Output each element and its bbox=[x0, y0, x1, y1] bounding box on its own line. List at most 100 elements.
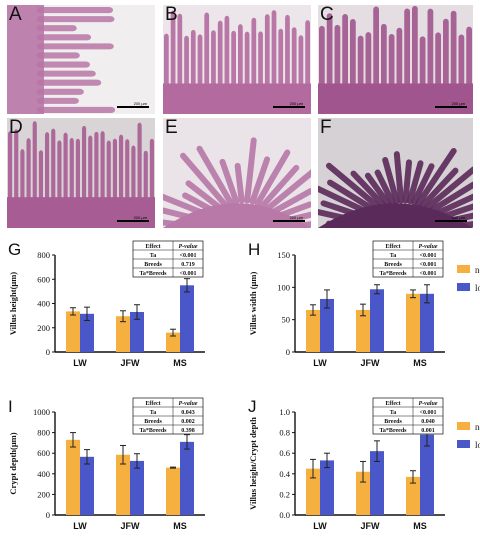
y-axis-label: Villus height/Crypt depth bbox=[248, 417, 258, 510]
villus bbox=[263, 169, 311, 213]
villus bbox=[36, 79, 102, 86]
stats-effect: Ta bbox=[390, 253, 396, 259]
villus bbox=[357, 35, 364, 91]
y-tick-label: 150 bbox=[277, 250, 290, 260]
y-tick-label: 600 bbox=[37, 448, 50, 458]
legend-swatch bbox=[457, 283, 470, 291]
villus bbox=[298, 35, 304, 91]
villus bbox=[217, 20, 223, 91]
villus bbox=[36, 52, 80, 59]
y-tick-label: 0.0 bbox=[279, 510, 290, 520]
villus bbox=[244, 137, 257, 204]
villus bbox=[249, 156, 271, 205]
villus bbox=[100, 131, 105, 205]
villus bbox=[326, 13, 333, 91]
micrograph-a: A 200 µm bbox=[7, 5, 155, 114]
villus bbox=[431, 212, 473, 228]
y-axis-label: Villus height(μm) bbox=[8, 272, 18, 335]
y-tick-label: 1.0 bbox=[279, 407, 290, 417]
stats-effect: Ta bbox=[390, 410, 396, 416]
micrograph-image bbox=[7, 5, 116, 114]
stats-effect: Breeds bbox=[144, 419, 162, 425]
micrograph-c: C 200 µm bbox=[318, 5, 473, 114]
villus bbox=[36, 97, 79, 104]
bar bbox=[306, 468, 320, 515]
stats-effect: Breeds bbox=[384, 262, 402, 268]
y-tick-label: 0.4 bbox=[279, 469, 290, 479]
chart-letter: H bbox=[248, 240, 260, 259]
y-tick-label: 400 bbox=[37, 469, 50, 479]
chart-i: I Crypt depth(μm) 0 200 400 600 800 1000 LW JFW MS… bbox=[8, 397, 205, 531]
villus bbox=[20, 149, 25, 205]
chart-letter: G bbox=[8, 240, 21, 259]
villus bbox=[419, 36, 426, 91]
villus bbox=[131, 145, 136, 205]
panel-letter: F bbox=[320, 118, 332, 138]
chart-h: H Villus width (μm) 0 50 100 150 LW JFW MS Effect… bbox=[248, 240, 480, 368]
villus bbox=[427, 8, 434, 91]
villus bbox=[432, 221, 473, 228]
villus bbox=[36, 25, 77, 32]
villus bbox=[267, 187, 311, 217]
scale-bar bbox=[117, 220, 149, 222]
bar bbox=[406, 476, 420, 515]
villus bbox=[373, 6, 379, 91]
villus bbox=[36, 70, 96, 77]
villus bbox=[406, 160, 424, 205]
y-tick-label: 0.8 bbox=[279, 428, 290, 438]
villus bbox=[125, 139, 130, 205]
villus bbox=[270, 201, 311, 221]
scale-bar bbox=[117, 106, 149, 108]
villus bbox=[231, 30, 236, 91]
x-tick-label: MS bbox=[413, 358, 427, 368]
bar bbox=[370, 289, 384, 352]
y-tick-label: 0 bbox=[46, 347, 50, 357]
y-tick-label: 100 bbox=[277, 282, 290, 292]
villus bbox=[278, 28, 284, 91]
stats-pvalue: P-value bbox=[419, 401, 438, 407]
villus bbox=[38, 150, 43, 205]
x-tick-label: LW bbox=[313, 521, 327, 531]
villus bbox=[443, 18, 449, 91]
panel-letter: E bbox=[165, 118, 178, 138]
villus bbox=[402, 159, 413, 204]
stats-effect: Ta*Breeds bbox=[379, 428, 407, 434]
villus bbox=[458, 34, 465, 91]
scale-label: 200 µm bbox=[133, 101, 147, 106]
villus bbox=[14, 129, 19, 205]
villus bbox=[197, 34, 203, 91]
bar bbox=[80, 313, 94, 352]
micrograph-d: D 200 µm bbox=[7, 118, 155, 228]
villus bbox=[36, 61, 90, 68]
panel-letter: A bbox=[9, 5, 22, 25]
stats-pvalue: <0.001 bbox=[180, 271, 197, 277]
villus bbox=[320, 200, 377, 223]
villus bbox=[259, 164, 300, 209]
villus bbox=[137, 122, 142, 205]
y-tick-label: 600 bbox=[37, 274, 50, 284]
stats-effect: Ta*Breeds bbox=[139, 271, 167, 277]
villus bbox=[185, 180, 225, 213]
legend-swatch bbox=[457, 440, 470, 448]
villus bbox=[327, 179, 381, 216]
stats-pvalue: 0.040 bbox=[421, 419, 435, 425]
villus bbox=[264, 14, 270, 91]
scale-label: 200 µm bbox=[451, 215, 465, 220]
stats-effect: Ta*Breeds bbox=[139, 428, 167, 434]
stats-pvalue: P-value bbox=[419, 244, 438, 250]
stats-effect: Effect bbox=[145, 244, 160, 250]
x-tick-label: MS bbox=[173, 358, 187, 368]
stats-effect: Effect bbox=[385, 244, 400, 250]
villus bbox=[36, 88, 84, 95]
stats-pvalue: P-value bbox=[179, 401, 198, 407]
villus bbox=[285, 14, 290, 91]
panel-letter: C bbox=[320, 5, 334, 25]
x-tick-label: LW bbox=[73, 358, 87, 368]
y-tick-label: 200 bbox=[37, 489, 50, 499]
bar bbox=[130, 311, 144, 352]
bar bbox=[66, 311, 80, 352]
stats-pvalue: <0.001 bbox=[420, 410, 437, 416]
scale-bar bbox=[273, 106, 305, 108]
bar bbox=[116, 316, 130, 352]
scale-bar bbox=[435, 106, 467, 108]
